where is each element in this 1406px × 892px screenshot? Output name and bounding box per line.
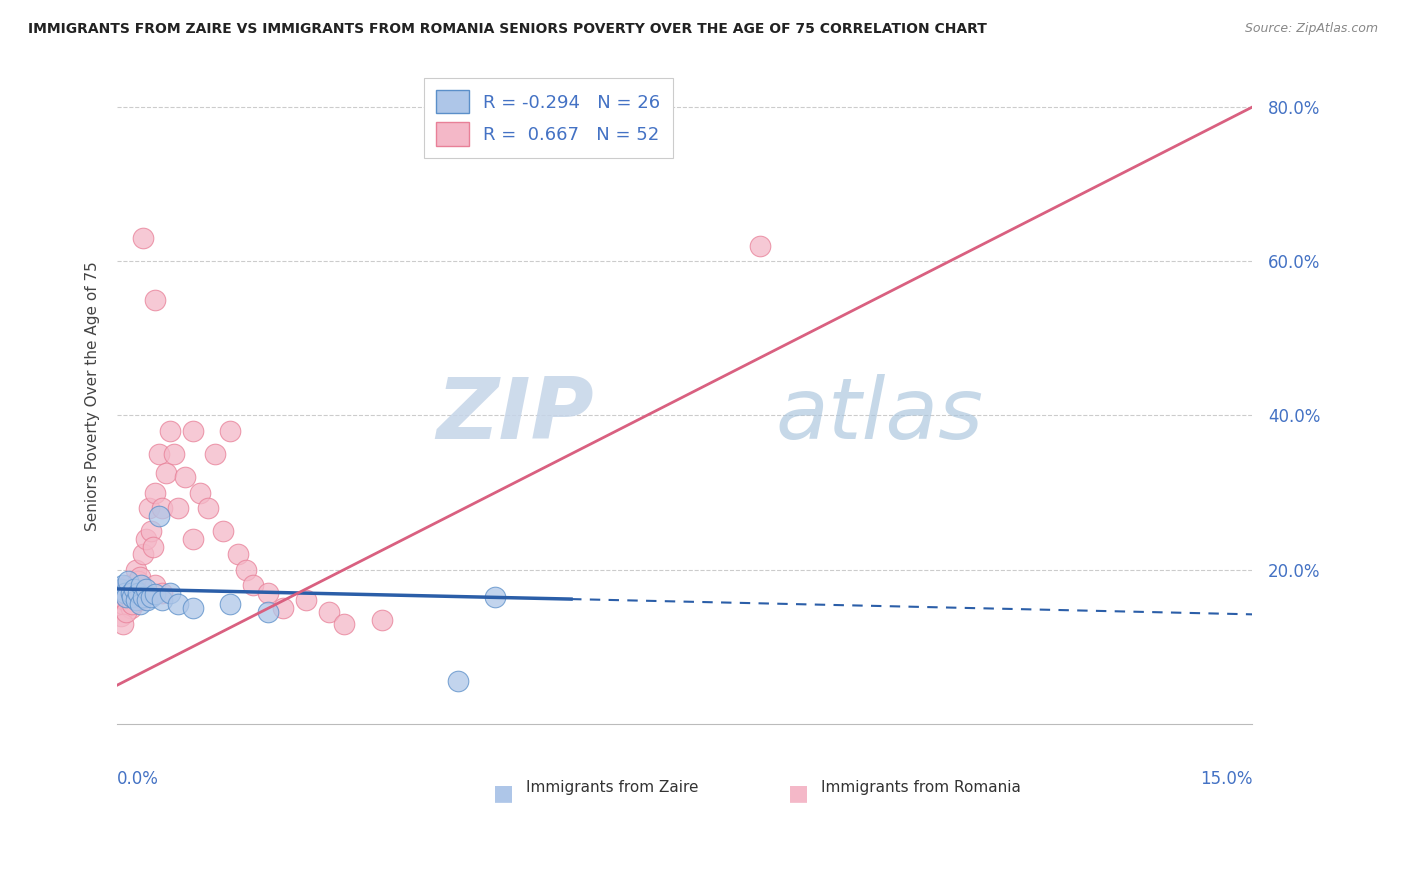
Point	[235, 563, 257, 577]
Point	[143, 485, 166, 500]
Point	[127, 574, 149, 589]
Point	[121, 597, 143, 611]
Point	[120, 601, 142, 615]
Point	[155, 467, 177, 481]
Point	[181, 532, 204, 546]
Point	[242, 578, 264, 592]
Text: atlas: atlas	[776, 375, 983, 458]
Point	[150, 586, 173, 600]
Point	[132, 231, 155, 245]
Point	[125, 593, 148, 607]
Legend: R = -0.294   N = 26, R =  0.667   N = 52: R = -0.294 N = 26, R = 0.667 N = 52	[423, 78, 673, 158]
Y-axis label: Seniors Poverty Over the Age of 75: Seniors Poverty Over the Age of 75	[86, 261, 100, 531]
Point	[127, 586, 149, 600]
Point	[333, 616, 356, 631]
Point	[181, 601, 204, 615]
Point	[139, 524, 162, 538]
Point	[188, 485, 211, 500]
Point	[135, 532, 157, 546]
Point	[142, 540, 165, 554]
Point	[115, 582, 138, 596]
Point	[117, 593, 139, 607]
Point	[115, 605, 138, 619]
Point	[219, 424, 242, 438]
Text: ZIP: ZIP	[436, 375, 593, 458]
Point	[181, 424, 204, 438]
Point	[143, 578, 166, 592]
Text: Immigrants from Romania: Immigrants from Romania	[821, 780, 1021, 795]
Point	[128, 570, 150, 584]
Point	[136, 586, 159, 600]
Point	[148, 447, 170, 461]
Text: ■: ■	[494, 783, 515, 803]
Point	[273, 601, 295, 615]
Point	[122, 590, 145, 604]
Text: ■: ■	[789, 783, 810, 803]
Point	[129, 578, 152, 592]
Point	[159, 586, 181, 600]
Point	[484, 590, 506, 604]
Point	[150, 500, 173, 515]
Point	[197, 500, 219, 515]
Point	[117, 574, 139, 589]
Point	[749, 239, 772, 253]
Point	[136, 593, 159, 607]
Point	[111, 597, 134, 611]
Point	[128, 593, 150, 607]
Point	[226, 547, 249, 561]
Text: Source: ZipAtlas.com: Source: ZipAtlas.com	[1244, 22, 1378, 36]
Point	[143, 587, 166, 601]
Point	[143, 293, 166, 307]
Point	[174, 470, 197, 484]
Point	[257, 605, 280, 619]
Text: IMMIGRANTS FROM ZAIRE VS IMMIGRANTS FROM ROMANIA SENIORS POVERTY OVER THE AGE OF: IMMIGRANTS FROM ZAIRE VS IMMIGRANTS FROM…	[28, 22, 987, 37]
Point	[110, 608, 132, 623]
Point	[114, 593, 136, 607]
Point	[163, 447, 186, 461]
Point	[135, 582, 157, 596]
Text: Immigrants from Zaire: Immigrants from Zaire	[526, 780, 699, 795]
Point	[139, 590, 162, 604]
Point	[114, 586, 136, 600]
Point	[129, 586, 152, 600]
Point	[122, 582, 145, 596]
Point	[125, 563, 148, 577]
Point	[166, 597, 188, 611]
Point	[132, 590, 155, 604]
Point	[150, 593, 173, 607]
Point	[138, 500, 160, 515]
Point	[204, 447, 226, 461]
Point	[111, 616, 134, 631]
Text: 0.0%: 0.0%	[117, 770, 159, 788]
Point	[115, 590, 138, 604]
Point	[132, 547, 155, 561]
Point	[166, 500, 188, 515]
Point	[120, 586, 142, 600]
Point	[148, 508, 170, 523]
Point	[212, 524, 235, 538]
Text: 15.0%: 15.0%	[1199, 770, 1253, 788]
Point	[111, 578, 134, 592]
Point	[219, 597, 242, 611]
Point	[128, 597, 150, 611]
Point	[121, 590, 143, 604]
Point	[121, 586, 143, 600]
Point	[110, 582, 132, 596]
Point	[295, 593, 318, 607]
Point	[117, 578, 139, 592]
Point	[257, 586, 280, 600]
Point	[159, 424, 181, 438]
Point	[318, 605, 340, 619]
Point	[446, 674, 468, 689]
Point	[371, 613, 394, 627]
